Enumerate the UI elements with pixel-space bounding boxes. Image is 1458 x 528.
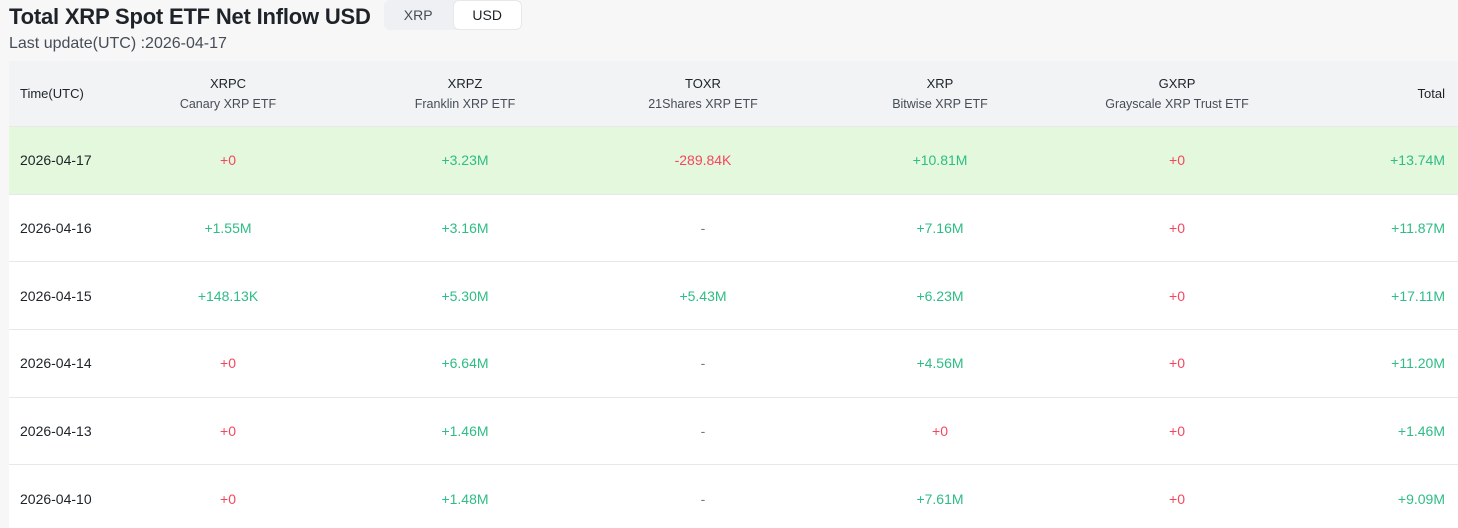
column-fund-name: Bitwise XRP ETF [892, 96, 988, 111]
column-header-gxrp[interactable]: GXRP Grayscale XRP Trust ETF [1097, 74, 1257, 114]
cell-xrpz: +6.64M [441, 355, 489, 372]
column-header-xrpc[interactable]: XRPC Canary XRP ETF [149, 74, 307, 114]
cell-xrpc: +1.55M [204, 220, 252, 237]
cell-xrp: +7.61M [916, 490, 964, 507]
cell-date: 2026-04-17 [20, 152, 92, 169]
table-row[interactable]: 2026-04-17 +0 +3.23M -289.84K +10.81M +0 +13.7… [9, 127, 1458, 195]
cell-gxrp: +0 [1169, 355, 1185, 372]
currency-toggle: XRP USD [383, 0, 522, 30]
cell-xrpz: +1.48M [441, 490, 489, 507]
cell-xrp: +4.56M [916, 355, 964, 372]
column-header-xrpz[interactable]: XRPZ Franklin XRP ETF [307, 74, 623, 114]
cell-xrpc: +0 [220, 423, 236, 440]
cell-toxr: - [700, 490, 706, 507]
column-fund-name: Canary XRP ETF [179, 96, 277, 111]
cell-gxrp: +0 [1169, 152, 1185, 169]
column-ticker: XRPC [209, 75, 247, 91]
cell-xrp: +6.23M [916, 287, 964, 304]
column-ticker: XRP [926, 75, 954, 91]
last-update-text: Last update(UTC) :2026-04-17 [9, 35, 227, 52]
cell-date: 2026-04-14 [20, 355, 92, 372]
table-body: 2026-04-17 +0 +3.23M -289.84K +10.81M +0 +13.7… [9, 127, 1458, 528]
column-header-toxr[interactable]: TOXR 21Shares XRP ETF [623, 74, 783, 114]
column-ticker: GXRP [1158, 75, 1196, 91]
cell-gxrp: +0 [1169, 220, 1185, 237]
table-header-row: Time(UTC) XRPC Canary XRP ETF XRPZ Frank… [9, 61, 1458, 127]
table-row[interactable]: 2026-04-10 +0 +1.48M - +7.61M +0 +9.09M [9, 465, 1458, 528]
cell-date: 2026-04-15 [20, 287, 92, 304]
column-header-time[interactable]: Time(UTC) [20, 86, 84, 101]
cell-xrpz: +3.23M [441, 152, 489, 169]
header: Total XRP Spot ETF Net Inflow USD XRP US… [9, 0, 522, 34]
column-fund-name: 21Shares XRP ETF [648, 96, 758, 111]
cell-date: 2026-04-13 [20, 423, 92, 440]
cell-xrpz: +1.46M [441, 423, 489, 440]
cell-toxr: - [700, 355, 706, 372]
cell-gxrp: +0 [1169, 287, 1185, 304]
table-row[interactable]: 2026-04-16 +1.55M +3.16M - +7.16M +0 +11.87M [9, 194, 1458, 263]
column-header-total[interactable]: Total [1417, 86, 1445, 101]
table-row[interactable]: 2026-04-14 +0 +6.64M - +4.56M +0 +11.20M [9, 330, 1458, 398]
column-ticker: TOXR [685, 75, 721, 91]
cell-toxr: - [700, 423, 706, 440]
cell-total: +1.46M [1397, 423, 1445, 440]
toggle-xrp-button[interactable]: XRP [403, 7, 433, 23]
column-ticker: XRPZ [447, 75, 483, 91]
table-row[interactable]: 2026-04-15 +148.13K +5.30M +5.43M +6.23M +0 +1… [9, 262, 1458, 331]
cell-xrpc: +0 [220, 355, 236, 372]
cell-xrp: +0 [932, 423, 948, 440]
cell-toxr: +5.43M [679, 287, 727, 304]
cell-toxr: -289.84K [674, 152, 732, 169]
cell-total: +13.74M [1390, 152, 1445, 169]
cell-toxr: - [700, 220, 706, 237]
cell-date: 2026-04-10 [20, 490, 92, 507]
cell-gxrp: +0 [1169, 490, 1185, 507]
etf-flow-table: Time(UTC) XRPC Canary XRP ETF XRPZ Frank… [9, 61, 1458, 528]
cell-total: +11.20M [1391, 355, 1445, 372]
cell-xrp: +10.81M [912, 152, 968, 169]
cell-xrpc: +0 [220, 490, 236, 507]
column-header-xrp[interactable]: XRP Bitwise XRP ETF [783, 74, 1097, 114]
cell-total: +11.87M [1391, 220, 1445, 237]
cell-total: +17.11M [1391, 287, 1445, 304]
cell-total: +9.09M [1397, 490, 1445, 507]
toggle-usd-button[interactable]: USD [452, 0, 522, 30]
cell-xrpc: +0 [220, 152, 236, 169]
cell-gxrp: +0 [1169, 423, 1185, 440]
page-title: Total XRP Spot ETF Net Inflow USD [9, 4, 371, 29]
cell-xrpc: +148.13K [197, 287, 259, 304]
cell-xrp: +7.16M [916, 220, 964, 237]
cell-xrpz: +5.30M [441, 287, 489, 304]
column-fund-name: Grayscale XRP Trust ETF [1105, 96, 1249, 111]
column-fund-name: Franklin XRP ETF [414, 96, 516, 111]
table-row[interactable]: 2026-04-13 +0 +1.46M - +0 +0 +1.46M [9, 397, 1458, 466]
cell-date: 2026-04-16 [20, 220, 92, 237]
cell-xrpz: +3.16M [441, 220, 489, 237]
